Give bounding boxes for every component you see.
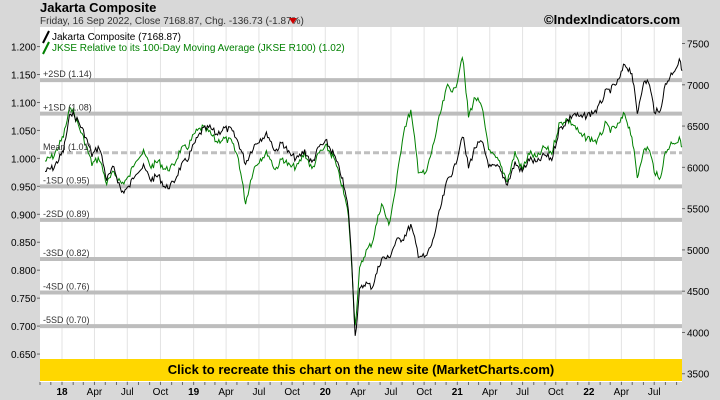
legend-ratio-swatch (42, 41, 50, 55)
legend-price-label: Jakarta Composite (7168.87) (52, 32, 181, 43)
ratio-series-line (44, 55, 683, 326)
x-tick-label: Apr (87, 387, 103, 398)
left-axis-tick-label: 1.200 (11, 43, 36, 54)
x-tick-label: Apr (614, 387, 630, 398)
sd-band-label: -2SD (0.89) (43, 209, 90, 219)
recreate-chart-banner[interactable]: Click to recreate this chart on the new … (40, 359, 682, 381)
x-tick-label: Jul (253, 387, 266, 398)
x-tick-label: Jul (121, 387, 134, 398)
price-series-line (45, 57, 683, 336)
chart-subtitle: Friday, 16 Sep 2022, Close 7168.87, Chg.… (40, 16, 304, 27)
x-tick-label: Oct (284, 387, 300, 398)
recreate-banner-background[interactable] (40, 359, 682, 381)
sd-band-label: +2SD (1.14) (43, 69, 92, 79)
left-axis-tick-label: 0.700 (11, 322, 36, 333)
x-tick-label: Apr (218, 387, 234, 398)
left-axis-tick-label: 0.850 (11, 238, 36, 249)
right-axis-tick-label: 5000 (687, 246, 710, 257)
right-axis-tick-label: 4500 (687, 287, 710, 298)
sd-band-lines (40, 78, 682, 329)
sd-band-labels: +2SD (1.14) +1SD (1.08) Mean (1.01) -1SD (0… (43, 69, 92, 325)
x-tick-label: Jul (516, 387, 529, 398)
watermark: ©IndexIndicators.com (544, 12, 680, 27)
right-axis-tick-label: 6500 (687, 122, 710, 133)
x-tick-label: 22 (583, 387, 595, 398)
x-tick-label: Jul (385, 387, 398, 398)
chart-title: Jakarta Composite (40, 0, 156, 15)
down-triangle-icon (289, 18, 297, 24)
left-axis-tick-label: 1.000 (11, 154, 36, 165)
x-axis: 18 Apr Jul Oct 19 Apr Jul Oct 20 Apr Jul Oct 21 Apr Ju… (39, 382, 678, 398)
sd-band-label: +1SD (1.08) (43, 103, 92, 113)
x-tick-label: Oct (548, 387, 564, 398)
legend-ratio-label: JKSE Relative to its 100-Day Moving Aver… (52, 43, 345, 54)
right-axis-tick-label: 3500 (687, 370, 710, 381)
right-axis-tick-label: 6000 (687, 163, 710, 174)
sd-band-label: Mean (1.01) (43, 142, 92, 152)
x-tick-label: 21 (452, 387, 464, 398)
left-axis-tick-label: 1.100 (11, 98, 36, 109)
right-axis-tick-label: 4000 (687, 328, 710, 339)
plot-area (40, 27, 682, 382)
right-axis: 7500 7000 6500 6000 5500 5000 4500 4000 3500 (682, 40, 710, 381)
left-axis-tick-label: 0.900 (11, 210, 36, 221)
left-axis-tick-label: 0.750 (11, 294, 36, 305)
right-axis-tick-label: 7000 (687, 81, 710, 92)
sd-band-label: -4SD (0.76) (43, 282, 90, 292)
x-tick-label: Jul (648, 387, 661, 398)
legend: Jakarta Composite (7168.87) JKSE Relativ… (42, 30, 345, 55)
sd-band-label: -1SD (0.95) (43, 175, 90, 185)
left-axis: 1.200 1.150 1.100 1.050 1.000 0.950 0.900 0.850… (11, 43, 40, 361)
x-tick-label: Apr (350, 387, 366, 398)
x-tick-label: Oct (416, 387, 432, 398)
right-axis-tick-label: 7500 (687, 40, 710, 51)
x-tick-label: 20 (320, 387, 332, 398)
left-axis-tick-label: 1.050 (11, 126, 36, 137)
x-tick-label: Oct (153, 387, 169, 398)
x-tick-label: Apr (482, 387, 498, 398)
right-axis-tick-label: 5500 (687, 205, 710, 216)
x-tick-label: 18 (56, 387, 68, 398)
ratio-series (44, 55, 683, 326)
x-tick-label: 19 (188, 387, 200, 398)
sd-band-label: -5SD (0.70) (43, 315, 90, 325)
vertical-gridlines (61, 27, 655, 382)
left-axis-tick-label: 0.950 (11, 182, 36, 193)
recreate-banner-label[interactable]: Click to recreate this chart on the new … (168, 362, 555, 377)
sd-band-label: -3SD (0.82) (43, 248, 90, 258)
left-axis-tick-label: 0.650 (11, 350, 36, 361)
left-axis-tick-label: 1.150 (11, 71, 36, 82)
left-axis-tick-label: 0.800 (11, 266, 36, 277)
price-series (45, 57, 683, 336)
legend-price-swatch (42, 30, 50, 44)
